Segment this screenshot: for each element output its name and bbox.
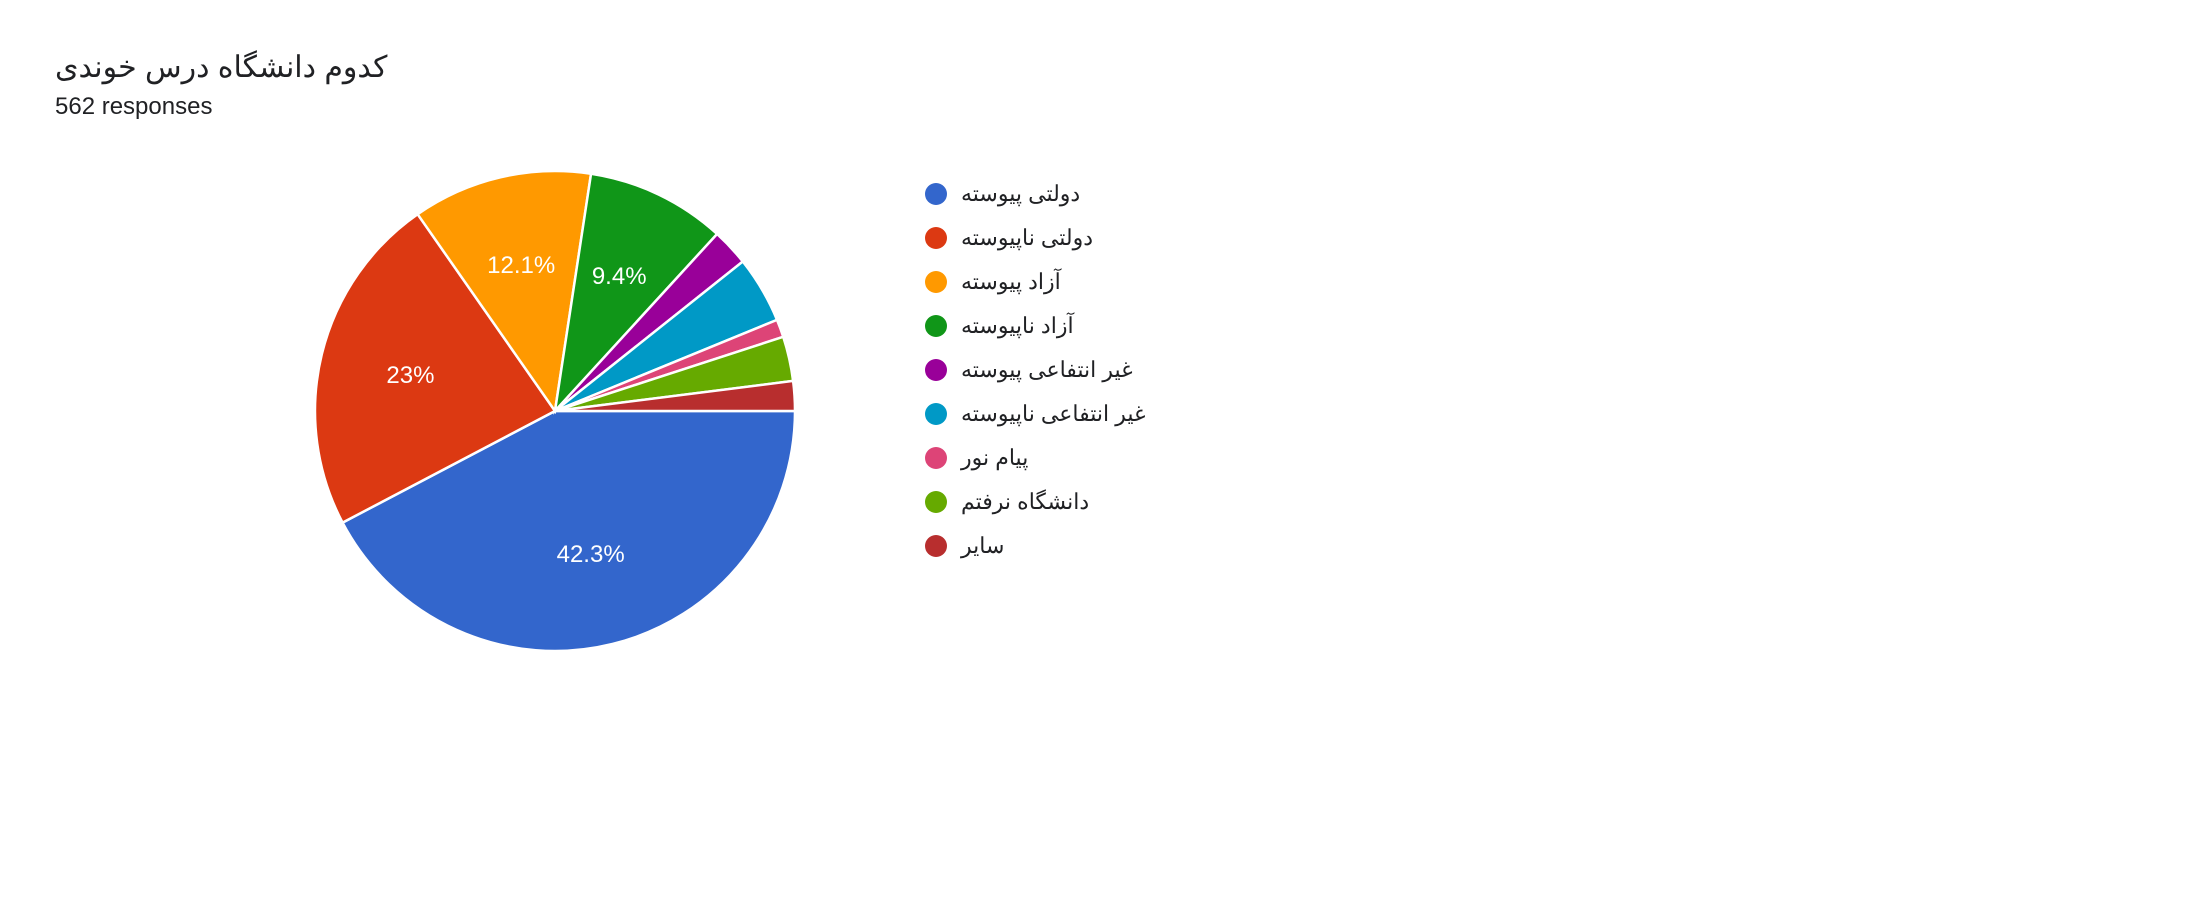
chart-row: 42.3%23%12.1%9.4% دولتی پیوسته دولتی ناپی… bbox=[55, 161, 2141, 661]
legend-label: سایر bbox=[961, 533, 1004, 559]
legend-label: غیر انتفاعی ناپیوسته bbox=[961, 401, 1146, 427]
legend-item[interactable]: آزاد پیوسته bbox=[925, 269, 1146, 295]
legend-item[interactable]: دولتی پیوسته bbox=[925, 181, 1146, 207]
legend-item[interactable]: غیر انتفاعی پیوسته bbox=[925, 357, 1146, 383]
legend-swatch bbox=[925, 315, 947, 337]
legend-item[interactable]: دانشگاه نرفتم bbox=[925, 489, 1146, 515]
legend-swatch bbox=[925, 535, 947, 557]
legend-label: آزاد ناپیوسته bbox=[961, 313, 1074, 339]
legend-item[interactable]: آزاد ناپیوسته bbox=[925, 313, 1146, 339]
legend-swatch bbox=[925, 271, 947, 293]
chart-title: کدوم دانشگاه درس خوندی bbox=[55, 50, 2141, 85]
legend-swatch bbox=[925, 359, 947, 381]
pie-chart: 42.3%23%12.1%9.4% bbox=[305, 161, 805, 661]
legend-item[interactable]: دولتی ناپیوسته bbox=[925, 225, 1146, 251]
legend-swatch bbox=[925, 491, 947, 513]
legend-swatch bbox=[925, 227, 947, 249]
legend-label: پیام نور bbox=[961, 445, 1028, 471]
legend-label: دولتی ناپیوسته bbox=[961, 225, 1093, 251]
pie-svg bbox=[305, 161, 805, 661]
legend-label: دولتی پیوسته bbox=[961, 181, 1080, 207]
legend-swatch bbox=[925, 447, 947, 469]
chart-header: کدوم دانشگاه درس خوندی 562 responses bbox=[55, 50, 2141, 121]
legend-item[interactable]: غیر انتفاعی ناپیوسته bbox=[925, 401, 1146, 427]
legend: دولتی پیوسته دولتی ناپیوسته آزاد پیوسته آزا… bbox=[925, 161, 1146, 559]
legend-label: دانشگاه نرفتم bbox=[961, 489, 1089, 515]
legend-item[interactable]: سایر bbox=[925, 533, 1146, 559]
chart-subtitle: 562 responses bbox=[55, 93, 2141, 121]
legend-swatch bbox=[925, 403, 947, 425]
legend-label: آزاد پیوسته bbox=[961, 269, 1061, 295]
legend-label: غیر انتفاعی پیوسته bbox=[961, 357, 1133, 383]
legend-item[interactable]: پیام نور bbox=[925, 445, 1146, 471]
legend-swatch bbox=[925, 183, 947, 205]
